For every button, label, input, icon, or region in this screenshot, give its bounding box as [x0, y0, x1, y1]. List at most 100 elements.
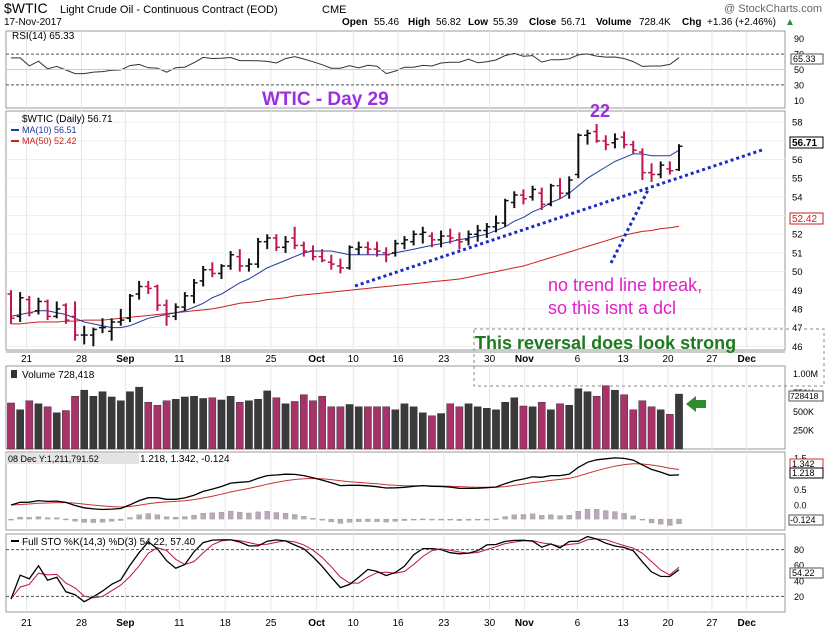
- svg-text:+1.36 (+2.46%): +1.36 (+2.46%): [707, 17, 776, 28]
- macd-hist-bar: [90, 518, 97, 523]
- macd-hist-bar: [520, 514, 527, 520]
- volume-bar: [638, 400, 647, 450]
- x-axis-label: 10: [348, 354, 360, 365]
- x-axis-label: 16: [393, 618, 405, 629]
- x-axis-label: 6: [575, 354, 581, 365]
- macd-hist-bar: [35, 516, 42, 520]
- macd-hist-bar: [81, 518, 87, 523]
- price-bar: [492, 215, 500, 233]
- price-bar: [364, 241, 372, 255]
- panel-frame-macd: [5, 451, 786, 531]
- x-axis-label: 23: [438, 618, 450, 629]
- price-bar: [208, 262, 216, 278]
- volume-bar: [592, 395, 601, 450]
- volume-bar: [547, 409, 555, 450]
- svg-text:1.342: 1.342: [792, 459, 815, 469]
- macd-hist-bar: [99, 518, 106, 523]
- price-bar: [620, 131, 628, 149]
- macd-hist-bar: [447, 518, 453, 521]
- up-arrow-icon: ▲: [785, 17, 795, 28]
- price-bar: [254, 237, 262, 268]
- volume-bar: [327, 406, 336, 450]
- macd-hist-bar: [584, 508, 591, 520]
- macd-hist-bar: [383, 518, 389, 523]
- symbol-title: $WTIC: [4, 0, 48, 16]
- price-tick-label: 46: [792, 342, 803, 353]
- x-axis-label: 6: [575, 618, 581, 629]
- volume-bar: [300, 394, 308, 450]
- svg-text:728418: 728418: [790, 391, 819, 401]
- price-bar: [556, 178, 564, 199]
- volume-bar: [519, 405, 528, 450]
- macd-hist-bar: [612, 511, 618, 520]
- panel-frame-sto: [5, 533, 786, 613]
- macd-hist-bar: [136, 514, 142, 520]
- volume-tick-label: 1.00M: [793, 369, 818, 379]
- x-axis-label: 20: [662, 618, 674, 629]
- volume-bar: [611, 389, 619, 450]
- macd-hist-bar: [676, 518, 682, 525]
- price-tick-label: 50: [792, 267, 803, 278]
- svg-text:54.22: 54.22: [792, 568, 815, 578]
- price-bar: [583, 129, 591, 145]
- macd-hist-bar: [539, 515, 545, 520]
- volume-bar: [483, 408, 491, 450]
- macd-hist-bar: [63, 518, 69, 521]
- volume-bar: [245, 400, 253, 450]
- volume-bar: [391, 409, 400, 450]
- price-bar: [163, 299, 171, 326]
- volume-bar: [382, 406, 390, 450]
- macd-hist-bar: [26, 517, 32, 520]
- price-bar: [519, 189, 527, 205]
- macd-hist-bar: [145, 513, 151, 520]
- price-bar: [227, 251, 235, 270]
- macd-hist-bar: [420, 518, 426, 521]
- macd-hist-bar: [648, 518, 655, 524]
- price-bar: [263, 234, 271, 250]
- price-legend-title: $WTIC (Daily) 56.71: [22, 114, 113, 125]
- price-bar: [53, 301, 61, 319]
- volume-bar: [16, 409, 24, 450]
- panel-frame-price: [5, 110, 786, 351]
- svg-text:65.33: 65.33: [793, 54, 816, 64]
- x-axis-label: 30: [484, 354, 496, 365]
- macd-tick-label: 0.5: [794, 485, 807, 495]
- price-bar: [117, 308, 125, 326]
- x-axis-label: Dec: [738, 618, 757, 629]
- svg-text:55.46: 55.46: [374, 17, 399, 28]
- svg-text:56.71: 56.71: [561, 17, 586, 28]
- sto-tick-label: 20: [794, 592, 804, 602]
- macd-signal-line: [10, 463, 680, 508]
- x-axis-label: 16: [393, 354, 405, 365]
- pointer-line: [609, 189, 650, 264]
- macd-hist-bar: [356, 518, 362, 522]
- x-axis-label: 25: [265, 354, 277, 365]
- macd-hist-bar: [246, 512, 252, 520]
- price-bar: [474, 224, 482, 242]
- volume-bar: [171, 399, 180, 450]
- price-bar: [108, 318, 116, 341]
- volume-bar: [345, 404, 354, 450]
- volume-bar: [666, 414, 674, 450]
- x-axis-label: Oct: [308, 618, 325, 629]
- volume-bar: [364, 406, 372, 450]
- price-bar: [16, 292, 24, 322]
- volume-bar: [418, 412, 427, 450]
- volume-bar: [80, 389, 89, 450]
- price-bar: [291, 226, 299, 250]
- x-axis-label: 25: [265, 618, 277, 629]
- macd-hist-bar: [191, 514, 197, 520]
- price-bar: [611, 133, 619, 149]
- macd-hist-bar: [173, 517, 179, 520]
- volume-bar: [400, 403, 409, 450]
- price-bar: [135, 280, 143, 300]
- rsi-value-badge: [790, 53, 824, 65]
- volume-bar: [235, 402, 244, 450]
- volume-bar: [601, 385, 610, 450]
- volume-bar: [556, 403, 564, 450]
- x-axis-label: 23: [438, 354, 450, 365]
- volume-bar: [34, 403, 43, 450]
- annotation-count: 22: [590, 101, 610, 121]
- volume-bar: [290, 401, 299, 450]
